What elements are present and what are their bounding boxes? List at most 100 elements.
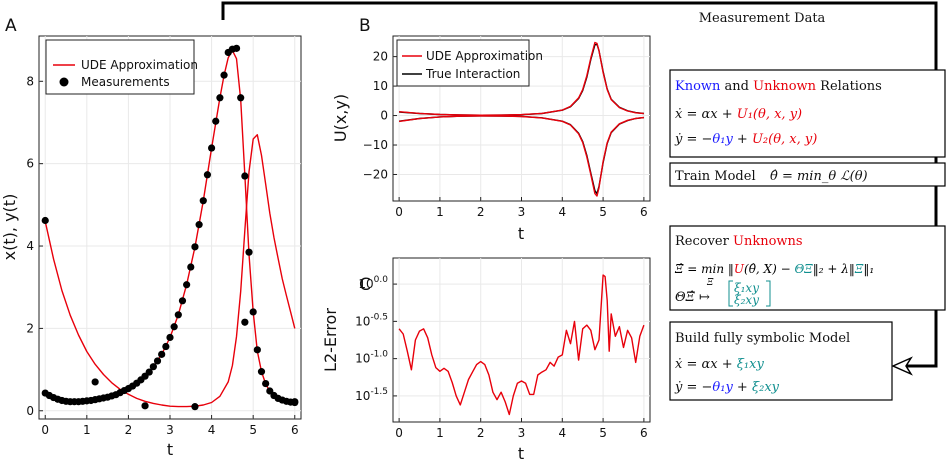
panel-c-xlabel: t [518,444,524,462]
tick-label-y: 100.0 [358,275,388,291]
data-point [207,144,216,152]
box-relations: Known and Unknown Relations ẋ = αx + U₁(… [669,69,946,158]
box-train-frame [669,162,946,187]
panel-b-xlabel: t [518,224,524,243]
panel-a-marks [41,44,299,411]
legend-label-ude-b: UDE Approximation [426,49,543,63]
bracket-left [728,280,733,307]
tick-label-y: 10-0.5 [355,312,388,328]
tick-label-x: 4 [558,205,566,219]
panel-c-marks [398,274,645,416]
series-line-3 [399,115,644,197]
legend-marker-measurements [59,77,69,87]
tick-label-y: 8 [26,74,34,88]
box-train: Train Model θ̂ = min_θ ℒ(θ) [669,162,946,187]
panel-b-ticks: 0 1 2 3 4 5 6 −20 −10 0 10 20 [363,50,648,219]
eq-x-dot-symbolic: ẋ = αx + ξ₁xy [675,357,764,372]
tick-label-x: 5 [599,426,607,440]
legend-label-ude-a: UDE Approximation [81,58,198,72]
data-point [241,172,249,180]
eq-y-dot-unknown: ẏ = −θ₁y + U₂(θ, x, y) [674,132,817,147]
panel-b-marks [399,41,644,197]
tick-label-x: 2 [477,426,485,440]
tick-label-x: 1 [83,423,91,437]
panel-c-tag: C [359,275,371,295]
data-point [212,117,220,125]
panel-c-ticks: 0 1 2 3 4 5 6 10-1.5 10-1.0 10-0.5 100.0 [355,275,648,440]
legend-label-true: True Interaction [425,67,520,81]
tick-label-x: 0 [395,205,403,219]
series-line-0 [44,134,296,408]
tick-label-y: 2 [26,321,34,335]
tick-label-y: 4 [26,239,34,253]
data-point [257,368,266,376]
box-train-label: Train Model [675,169,756,184]
data-point [187,263,195,271]
data-point [183,281,191,289]
vec-xi2: ξ₂xy [734,293,759,307]
data-point [195,221,203,229]
tick-label-x: 4 [558,426,566,440]
data-point [232,44,241,52]
data-point [149,363,157,371]
eq-sparse-regression: Ξ̂ = min ‖U(θ̂, X) − ΘΞ‖₂ + λ‖Ξ‖₁ [674,262,874,276]
data-point [145,368,153,376]
data-point [216,94,224,102]
data-point [220,71,228,79]
data-point [153,357,162,365]
tick-label-y: 6 [26,157,34,171]
data-point [174,311,182,319]
data-point [199,197,207,205]
box-recover-heading: Recover Unknowns [675,234,803,249]
data-point [191,403,199,411]
tick-label-x: 0 [41,423,49,437]
tick-label-y: 10-1.0 [355,350,388,366]
data-point [41,216,49,225]
eq-min-subscript: Ξ [706,278,714,288]
box-symbolic-heading: Build fully symbolic Model [675,331,850,346]
tick-label-x: 0 [395,426,403,440]
data-point [266,387,274,395]
data-point [178,297,187,305]
data-point [158,350,166,358]
panel-c-grid [393,258,650,422]
tick-label-y: 10 [373,79,388,93]
panel-b-legend-box [396,39,530,87]
box-symbolic-frame [669,321,893,401]
tick-label-x: 5 [249,423,257,437]
eq-y-dot-symbolic: ẏ = −θ₁y + ξ₂xy [674,380,780,395]
data-point [141,402,149,410]
eq-theta-xi: ΘΞ̂ ↦ [675,290,710,305]
flow-connector [221,1,938,368]
data-point [91,378,99,386]
tick-label-x: 5 [599,205,607,219]
flow-title: Measurement Data [699,11,826,26]
data-point [241,318,249,326]
tick-label-y: −20 [363,167,388,181]
tick-label-x: 6 [640,205,648,219]
tick-label-x: 3 [518,426,526,440]
panel-a-tag: A [5,16,17,36]
bracket-right [766,280,771,307]
data-point [203,171,212,179]
box-recover-frame [669,225,946,311]
box-recover: Recover Unknowns Ξ̂ = min ‖U(θ̂, X) − ΘΞ… [669,225,946,311]
data-point [191,243,199,251]
tick-label-y: −10 [363,138,388,152]
tick-label-y: 10-1.5 [355,387,388,403]
series-line-0 [398,274,645,416]
tick-label-x: 3 [166,423,174,437]
tick-label-y: 0 [26,404,34,418]
data-point [170,323,178,331]
data-point [162,342,170,351]
panel-a: A 0 1 2 3 4 5 6 0 2 4 6 8 t x(t), y(t) UDE Approxim… [0,16,302,459]
data-point [249,308,257,316]
panel-b-ylabel: U(x,y) [331,94,350,142]
arrowhead-icon [891,356,913,376]
data-point [166,333,174,342]
legend-label-measurements: Measurements [81,75,170,89]
box-symbolic: Build fully symbolic Model ẋ = αx + ξ₁xy… [669,321,893,401]
tick-label-x: 1 [436,426,444,440]
data-point [262,379,270,388]
panel-c: C 0 1 2 3 4 5 6 10-1.5 10-1.0 10-0.5 100.0 t L2-Er… [321,257,651,462]
